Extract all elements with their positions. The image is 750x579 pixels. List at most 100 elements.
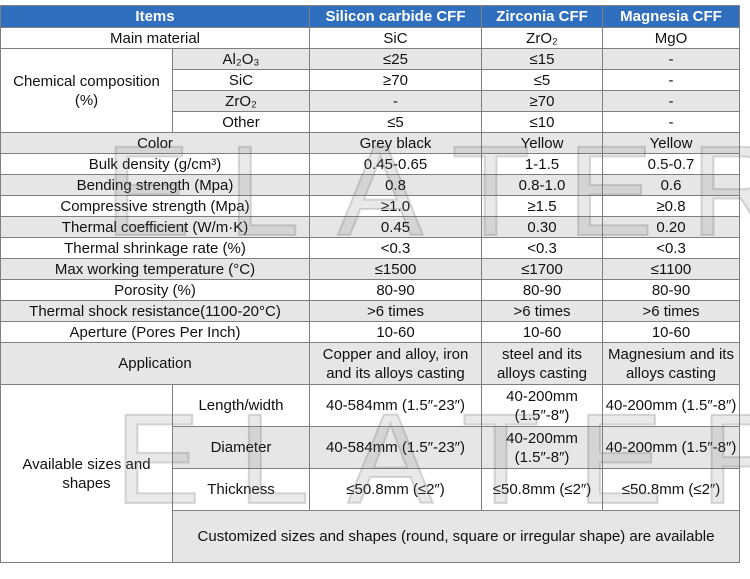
cell-value: 10-60	[602, 321, 740, 343]
chem-row: ZrO₂ - ≥70 -	[0, 90, 740, 112]
cell-value: ≤1500	[309, 258, 482, 280]
cell-value: ≤50.8mm (≤2″)	[309, 468, 482, 511]
cell-value: >6 times	[481, 300, 603, 322]
row-label: Bulk density (g/cm³)	[0, 153, 310, 175]
cell-value: ≥1.0	[309, 195, 482, 217]
header-silicon-carbide: Silicon carbide CFF	[309, 5, 482, 28]
prop-row: Aperture (Pores Per Inch) 10-60 10-60 10…	[0, 321, 740, 343]
prop-row: Color Grey black Yellow Yellow	[0, 132, 740, 154]
row-label: Thermal coefficient (W/m·K)	[0, 216, 310, 238]
cell-value: <0.3	[309, 237, 482, 259]
prop-row: Compressive strength (Mpa) ≥1.0 ≥1.5 ≥0.…	[0, 195, 740, 217]
row-label: Max working temperature (°C)	[0, 258, 310, 280]
chem-row: Chemical composition (%) Al₂O₃ ≤25 ≤15 -	[0, 48, 740, 133]
row-label: Application	[0, 342, 310, 385]
cell-value: ≤1100	[602, 258, 740, 280]
cell-value: 40-200mm (1.5″-8″)	[481, 426, 603, 469]
cell-value: 80-90	[481, 279, 603, 301]
cell-value: 10-60	[481, 321, 603, 343]
row-label: Thermal shrinkage rate (%)	[0, 237, 310, 259]
cell-value: SiC	[309, 27, 482, 49]
cell-value: ≥0.8	[602, 195, 740, 217]
cell-value: 0.30	[481, 216, 603, 238]
cell-value: 1-1.5	[481, 153, 603, 175]
prop-row: Thermal coefficient (W/m·K) 0.45 0.30 0.…	[0, 216, 740, 238]
cell-value: ≤1700	[481, 258, 603, 280]
cell-value: -	[602, 69, 740, 91]
header-items: Items	[0, 5, 310, 28]
cell-value: ≤10	[481, 111, 603, 133]
cell-value: steel and its alloys casting	[481, 342, 603, 385]
cell-value: ≤50.8mm (≤2″)	[602, 468, 740, 511]
cell-value: <0.3	[481, 237, 603, 259]
row-label: Aperture (Pores Per Inch)	[0, 321, 310, 343]
size-label: Thickness	[172, 468, 310, 511]
cell-value: 80-90	[309, 279, 482, 301]
prop-row: Bending strength (Mpa) 0.8 0.8-1.0 0.6	[0, 174, 740, 196]
cell-value: 0.6	[602, 174, 740, 196]
row-label: Porosity (%)	[0, 279, 310, 301]
cell-value: -	[602, 111, 740, 133]
cell-value: ≤25	[309, 48, 482, 70]
cell-value: 0.20	[602, 216, 740, 238]
cell-value: 40-200mm (1.5″-8″)	[602, 426, 740, 469]
prop-row: Bulk density (g/cm³) 0.45-0.65 1-1.5 0.5…	[0, 153, 740, 175]
spec-table-container: Items Silicon carbide CFF Zirconia CFF M…	[0, 5, 750, 563]
prop-row: Porosity (%) 80-90 80-90 80-90	[0, 279, 740, 301]
cell-value: ≤5	[481, 69, 603, 91]
spec-table: Items Silicon carbide CFF Zirconia CFF M…	[0, 5, 740, 563]
cell-value: 0.45-0.65	[309, 153, 482, 175]
cell-value: ≤15	[481, 48, 603, 70]
cell-value: Copper and alloy, iron and its alloys ca…	[309, 342, 482, 385]
component-label: Other	[172, 111, 310, 133]
cell-value: ≥1.5	[481, 195, 603, 217]
chem-row: SiC ≥70 ≤5 -	[0, 69, 740, 91]
cell-value: Yellow	[481, 132, 603, 154]
cell-value: -	[309, 90, 482, 112]
cell-value: ZrO₂	[481, 27, 603, 49]
size-label: Length/width	[172, 384, 310, 427]
cell-value: 40-584mm (1.5″-23″)	[309, 426, 482, 469]
cell-value: 0.8-1.0	[481, 174, 603, 196]
cell-value: 0.45	[309, 216, 482, 238]
cell-value: >6 times	[602, 300, 740, 322]
cell-value: 80-90	[602, 279, 740, 301]
cell-value: ≤5	[309, 111, 482, 133]
cell-value: >6 times	[309, 300, 482, 322]
chemical-composition-label: Chemical composition (%)	[0, 48, 173, 133]
chem-row: Other ≤5 ≤10 -	[0, 111, 740, 133]
available-sizes-label: Available sizes and shapes	[0, 384, 173, 563]
cell-value: MgO	[602, 27, 740, 49]
cell-value: -	[602, 90, 740, 112]
size-row: Available sizes and shapes Length/width …	[0, 384, 740, 563]
cell-value: Yellow	[602, 132, 740, 154]
cell-value: <0.3	[602, 237, 740, 259]
cell-value: 10-60	[309, 321, 482, 343]
header-zirconia: Zirconia CFF	[481, 5, 603, 28]
row-label: Color	[0, 132, 310, 154]
component-label: ZrO₂	[172, 90, 310, 112]
cell-value: 40-200mm (1.5″-8″)	[602, 384, 740, 427]
cell-value: 0.8	[309, 174, 482, 196]
row-label: Main material	[0, 27, 310, 49]
main-material-row: Main material SiC ZrO₂ MgO	[0, 27, 740, 49]
cell-value: ≥70	[309, 69, 482, 91]
cell-value: Grey black	[309, 132, 482, 154]
cell-value: 40-200mm (1.5″-8″)	[481, 384, 603, 427]
row-label: Thermal shock resistance(1100-20°C)	[0, 300, 310, 322]
prop-row: Thermal shock resistance(1100-20°C) >6 t…	[0, 300, 740, 322]
row-label: Bending strength (Mpa)	[0, 174, 310, 196]
cell-value: Magnesium and its alloys casting	[602, 342, 740, 385]
cell-value: -	[602, 48, 740, 70]
cell-value: ≥70	[481, 90, 603, 112]
cell-value: 0.5-0.7	[602, 153, 740, 175]
cell-value: 40-584mm (1.5″-23″)	[309, 384, 482, 427]
header-magnesia: Magnesia CFF	[602, 5, 740, 28]
component-label: Al₂O₃	[172, 48, 310, 70]
prop-row: Thermal shrinkage rate (%) <0.3 <0.3 <0.…	[0, 237, 740, 259]
application-row: Application Copper and alloy, iron and i…	[0, 342, 740, 385]
customized-note: Customized sizes and shapes (round, squa…	[172, 510, 740, 563]
size-label: Diameter	[172, 426, 310, 469]
cell-value: ≤50.8mm (≤2″)	[481, 468, 603, 511]
header-row: Items Silicon carbide CFF Zirconia CFF M…	[0, 5, 740, 28]
